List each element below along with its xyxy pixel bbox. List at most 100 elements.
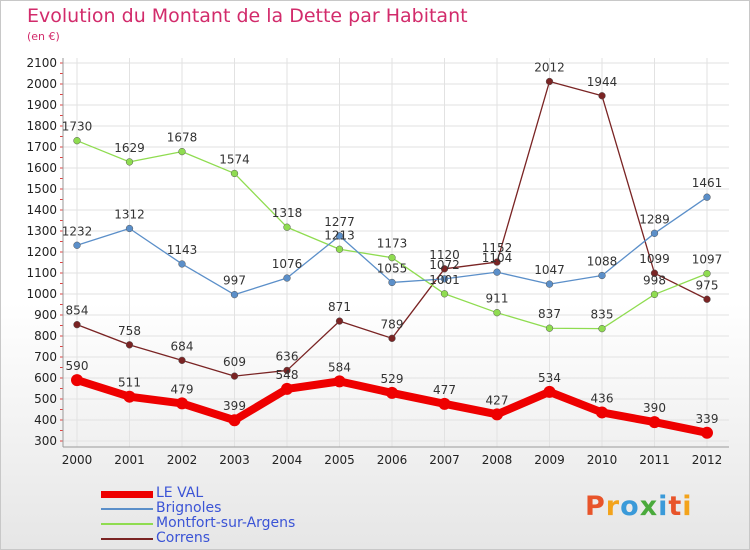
data-label: 871 [328, 300, 351, 314]
data-label: 1678 [167, 131, 198, 145]
y-tick-label: 1800 [26, 119, 57, 133]
x-tick-label: 2001 [114, 453, 145, 467]
data-label: 2012 [534, 60, 565, 74]
data-label: 758 [118, 324, 141, 338]
data-label: 636 [276, 349, 299, 363]
logo-letter: P [585, 491, 606, 522]
y-tick-label: 600 [34, 371, 57, 385]
data-point [703, 269, 711, 278]
x-tick-label: 2009 [534, 453, 565, 467]
data-point [545, 324, 554, 332]
y-tick-label: 700 [34, 350, 57, 364]
data-label: 997 [223, 274, 246, 288]
data-label: 1099 [639, 252, 670, 266]
data-point [388, 334, 396, 342]
data-label: 479 [171, 382, 194, 396]
y-tick-label: 1600 [26, 161, 57, 175]
data-point [440, 290, 449, 298]
data-label: 584 [328, 360, 351, 374]
data-label: 1076 [272, 257, 303, 271]
x-tick-label: 2002 [167, 453, 198, 467]
data-point [335, 232, 344, 240]
data-label: 390 [643, 401, 666, 415]
proxiti-logo: Proxiti [585, 491, 693, 522]
data-label: 529 [381, 372, 404, 386]
x-tick-label: 2012 [692, 453, 723, 467]
legend-item-le-val[interactable]: LE VAL [101, 485, 341, 502]
legend-item-montfort[interactable]: Montfort-sur-Argens [101, 515, 341, 532]
data-label: 1152 [482, 241, 513, 255]
data-point [650, 290, 659, 299]
data-label: 511 [118, 376, 141, 390]
x-tick-label: 2005 [324, 453, 355, 467]
legend-label: Montfort-sur-Argens [156, 515, 296, 531]
x-tick-label: 2006 [377, 453, 408, 467]
data-point [283, 274, 291, 282]
data-label: 1213 [324, 228, 355, 242]
data-label: 1001 [429, 273, 460, 287]
data-point [123, 390, 136, 403]
data-point [598, 325, 606, 333]
data-point [230, 169, 239, 178]
y-tick-label: 1500 [26, 182, 57, 196]
data-label: 1289 [639, 212, 670, 226]
data-label: 1629 [114, 141, 145, 155]
data-label: 684 [171, 339, 194, 353]
y-tick-label: 2100 [26, 56, 57, 70]
data-point [176, 397, 188, 410]
data-point [178, 260, 186, 268]
data-label: 399 [223, 399, 246, 413]
data-point [73, 241, 81, 249]
data-label: 1944 [587, 75, 618, 89]
legend-item-correns[interactable]: Correns [101, 530, 341, 547]
y-tick-label: 500 [34, 392, 57, 406]
data-label: 1277 [324, 215, 355, 229]
data-point [230, 290, 239, 299]
data-point [283, 223, 291, 231]
legend-swatch-brignoles [101, 508, 153, 510]
data-label: 789 [381, 317, 404, 331]
data-label: 854 [66, 304, 89, 318]
data-point [703, 193, 711, 201]
data-point [545, 280, 554, 288]
data-point [598, 271, 606, 280]
data-point [440, 265, 449, 273]
data-point [650, 269, 659, 277]
data-point [440, 275, 449, 283]
data-point [73, 321, 81, 329]
data-label: 911 [486, 292, 509, 306]
data-label: 548 [276, 368, 299, 382]
data-point [228, 414, 241, 427]
data-label: 534 [538, 371, 561, 385]
data-point [703, 295, 711, 303]
data-label: 1318 [272, 206, 303, 220]
y-tick-label: 400 [34, 413, 57, 427]
x-tick-label: 2007 [429, 453, 460, 467]
data-point [543, 385, 556, 398]
line-chart: 300 400 500 600 700 800 900 1000 1100 1200 1300 140… [26, 56, 729, 467]
data-point [493, 268, 501, 276]
data-label: 998 [643, 273, 666, 287]
data-point [650, 229, 659, 237]
data-label: 1088 [587, 255, 618, 269]
data-label: 1120 [429, 248, 460, 262]
y-tick-label: 1700 [26, 140, 57, 154]
data-point [230, 372, 239, 380]
data-label: 1730 [62, 120, 93, 134]
y-tick-label: 900 [34, 308, 57, 322]
legend-item-brignoles[interactable]: Brignoles [101, 500, 341, 517]
logo-letter: t [668, 491, 683, 522]
logo-letter: r [605, 491, 621, 522]
y-tick-label: 800 [34, 329, 57, 343]
data-label: 1143 [167, 243, 198, 257]
data-label: 837 [538, 307, 561, 321]
data-point [596, 406, 608, 419]
data-point [71, 374, 83, 387]
y-tick-label: 1000 [26, 287, 57, 301]
legend-swatch-le-val [101, 491, 153, 498]
data-point [125, 158, 134, 166]
x-tick-label: 2010 [587, 453, 618, 467]
x-tick-label: 2003 [219, 453, 250, 467]
data-point [388, 254, 396, 262]
